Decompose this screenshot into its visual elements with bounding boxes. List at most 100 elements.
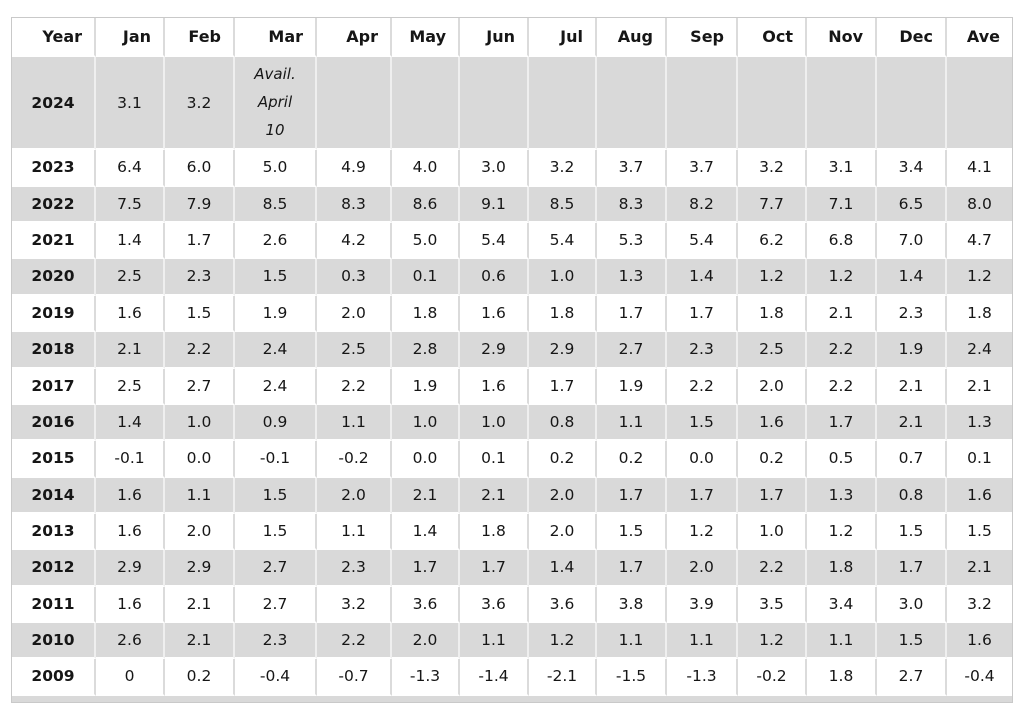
value-cell: -0.4 — [947, 659, 1012, 696]
cutoff-cell — [460, 695, 529, 702]
value-cell: 8.2 — [667, 186, 738, 224]
year-cell: 2022 — [12, 186, 96, 224]
value-cell: 0.2 — [738, 441, 807, 478]
value-cell: -1.3 — [392, 659, 460, 696]
value-cell: 2.4 — [947, 332, 1012, 369]
value-cell — [460, 57, 529, 151]
value-cell: 1.1 — [807, 622, 877, 660]
value-cell: 1.6 — [738, 404, 807, 442]
value-cell: 1.7 — [807, 404, 877, 442]
cutoff-cell — [392, 695, 460, 702]
value-cell: 1.1 — [165, 477, 235, 514]
value-cell: 7.0 — [877, 223, 947, 260]
value-cell: 3.2 — [738, 150, 807, 187]
value-cell: 4.0 — [392, 150, 460, 187]
table-row-2019: 2019 1.6 1.5 1.9 2.0 1.8 1.6 1.8 1.7 1.7 1.8 2.1 2.3… — [12, 295, 1012, 333]
value-cell: -2.1 — [529, 659, 597, 696]
cutoff-cell — [877, 695, 947, 702]
column-header-apr: Apr — [317, 18, 392, 58]
value-cell: 8.3 — [317, 186, 392, 224]
value-cell: 2.1 — [877, 404, 947, 442]
value-cell: 2.1 — [392, 477, 460, 514]
value-cell: 3.1 — [96, 57, 165, 151]
value-cell: 8.0 — [947, 186, 1012, 224]
value-cell: 0.1 — [460, 441, 529, 478]
value-cell: 2.0 — [317, 477, 392, 514]
value-cell: 1.5 — [235, 477, 317, 514]
value-cell: 6.2 — [738, 223, 807, 260]
value-cell: 5.3 — [597, 223, 667, 260]
cutoff-cell — [165, 695, 235, 702]
value-cell: 0.8 — [877, 477, 947, 514]
value-cell: 8.3 — [597, 186, 667, 224]
value-cell: 4.1 — [947, 150, 1012, 187]
value-cell — [667, 57, 738, 151]
value-cell: 2.2 — [165, 332, 235, 369]
value-cell: 2.1 — [165, 586, 235, 623]
column-header-ave: Ave — [947, 18, 1012, 58]
value-cell: 2.1 — [947, 550, 1012, 587]
value-cell: 0.6 — [460, 259, 529, 296]
value-cell: 1.8 — [807, 550, 877, 587]
table-row-2014: 2014 1.6 1.1 1.5 2.0 2.1 2.1 2.0 1.7 1.7 1.7 1.3 0.8… — [12, 477, 1012, 514]
value-cell: 0.1 — [947, 441, 1012, 478]
value-cell — [807, 57, 877, 151]
table-row-2023: 2023 6.4 6.0 5.0 4.9 4.0 3.0 3.2 3.7 3.7 3.2 3.1 3.4… — [12, 150, 1012, 187]
value-cell: 3.7 — [667, 150, 738, 187]
value-cell: -0.4 — [235, 659, 317, 696]
value-cell: 2.6 — [235, 223, 317, 260]
value-cell: 1.8 — [460, 513, 529, 551]
value-cell: 2.0 — [529, 477, 597, 514]
table-row-2015: 2015 -0.1 0.0 -0.1 -0.2 0.0 0.1 0.2 0.2 0.0 0.2 0.5… — [12, 441, 1012, 478]
value-cell: 1.6 — [96, 513, 165, 551]
value-cell: 2.2 — [807, 368, 877, 405]
value-cell: 1.8 — [392, 295, 460, 333]
value-cell: -0.1 — [96, 441, 165, 478]
value-cell: 3.1 — [807, 150, 877, 187]
table-row-2012: 2012 2.9 2.9 2.7 2.3 1.7 1.7 1.4 1.7 2.0 2.2 1.8 1.7… — [12, 550, 1012, 587]
column-header-nov: Nov — [807, 18, 877, 58]
value-cell: 5.4 — [667, 223, 738, 260]
value-cell: 0.1 — [392, 259, 460, 296]
value-cell: 1.2 — [667, 513, 738, 551]
value-cell: 2.1 — [96, 332, 165, 369]
value-cell: 3.7 — [597, 150, 667, 187]
table-row-2011: 2011 1.6 2.1 2.7 3.2 3.6 3.6 3.6 3.8 3.9 3.5 3.4 3.0… — [12, 586, 1012, 623]
value-cell: 8.6 — [392, 186, 460, 224]
value-cell: 0.8 — [529, 404, 597, 442]
year-cell: 2023 — [12, 150, 96, 187]
header-row: Year Jan Feb Mar Apr May Jun Jul Aug Sep Oct Nov Dec… — [12, 18, 1012, 58]
value-cell: 1.8 — [807, 659, 877, 696]
year-cell: 2015 — [12, 441, 96, 478]
cutoff-cell — [807, 695, 877, 702]
table-row-2013: 2013 1.6 2.0 1.5 1.1 1.4 1.8 2.0 1.5 1.2 1.0 1.2 1.5… — [12, 513, 1012, 551]
value-cell: 2.5 — [96, 259, 165, 296]
value-cell: 1.4 — [96, 223, 165, 260]
cutoff-cell — [529, 695, 597, 702]
value-cell: 1.1 — [317, 404, 392, 442]
column-header-dec: Dec — [877, 18, 947, 58]
value-cell: 1.7 — [597, 550, 667, 587]
value-cell: 6.8 — [807, 223, 877, 260]
year-cell: 2021 — [12, 223, 96, 260]
value-cell: 1.4 — [392, 513, 460, 551]
value-cell: 1.3 — [947, 404, 1012, 442]
value-cell: -1.4 — [460, 659, 529, 696]
value-cell: -0.1 — [235, 441, 317, 478]
value-cell: 1.9 — [235, 295, 317, 333]
value-cell: 1.5 — [877, 513, 947, 551]
value-cell: 8.5 — [529, 186, 597, 224]
value-cell: 1.2 — [807, 513, 877, 551]
value-cell: 0.2 — [165, 659, 235, 696]
value-cell: 2.2 — [738, 550, 807, 587]
value-cell: 1.6 — [96, 586, 165, 623]
value-cell: 1.2 — [807, 259, 877, 296]
value-cell: 2.3 — [165, 259, 235, 296]
value-cell: 1.2 — [738, 622, 807, 660]
value-cell: 0.0 — [392, 441, 460, 478]
value-cell: 3.2 — [947, 586, 1012, 623]
cutoff-cell — [317, 695, 392, 702]
value-cell: 1.5 — [947, 513, 1012, 551]
year-cell: 2009 — [12, 659, 96, 696]
value-cell: 4.9 — [317, 150, 392, 187]
